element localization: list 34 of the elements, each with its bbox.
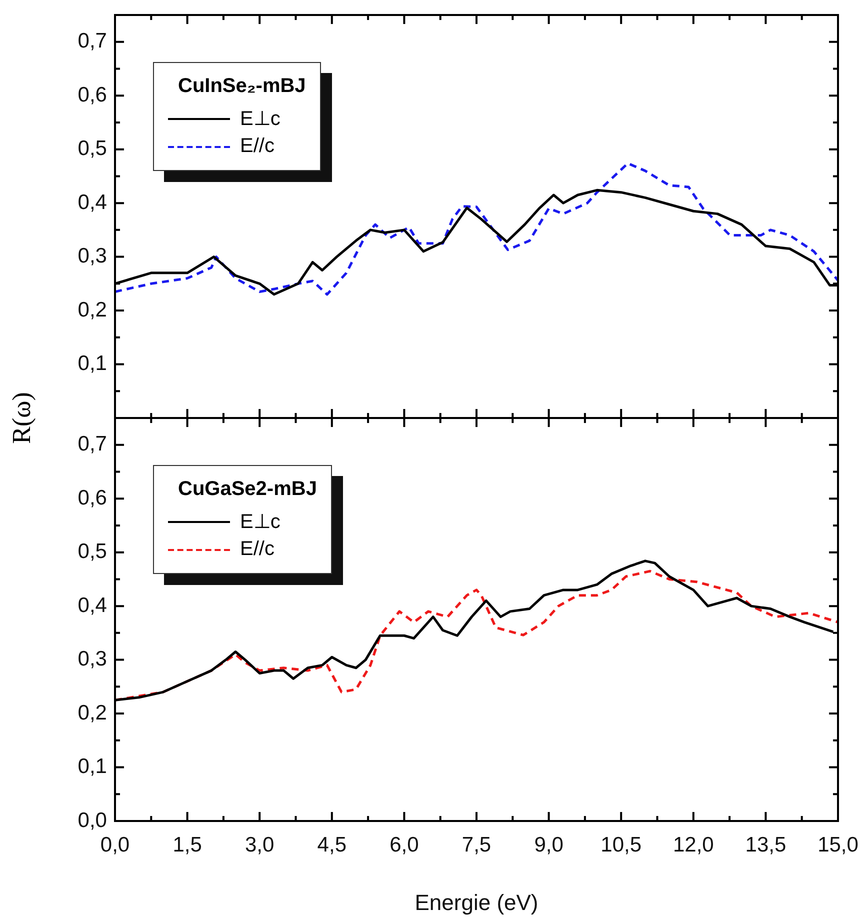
x-tick-label: 12,0 <box>672 833 714 856</box>
x-tick-label: 6,0 <box>390 833 419 856</box>
x-tick-label: 7,5 <box>462 833 492 856</box>
y-tick-label: 0,5 <box>78 137 107 160</box>
y-axis-title: R(ω) <box>6 392 37 444</box>
y-tick-label: 0,6 <box>78 486 107 510</box>
x-tick-label: 3,0 <box>245 833 274 856</box>
x-tick-label: 4,5 <box>317 833 346 856</box>
legend-label: E⊥c <box>240 107 280 131</box>
x-tick-label: 9,0 <box>534 833 564 856</box>
y-tick-label: 0,6 <box>78 83 107 106</box>
legend-title: CuInSe₂-mBJ <box>178 75 306 98</box>
x-tick-label: 13,5 <box>745 833 786 856</box>
y-tick-label: 0,1 <box>78 755 107 778</box>
y-tick-label: 0,3 <box>78 244 107 268</box>
y-tick-label: 0,2 <box>78 298 107 322</box>
legend-label: E⊥c <box>240 510 280 534</box>
y-tick-label: 0,0 <box>78 808 107 832</box>
legend-title: CuGaSe2-mBJ <box>178 478 317 501</box>
y-tick-label: 0,7 <box>78 30 107 53</box>
y-tick-label: 0,4 <box>78 594 108 617</box>
y-tick-label: 0,3 <box>78 648 107 671</box>
x-tick-label: 1,5 <box>172 833 202 856</box>
y-tick-label: 0,5 <box>78 540 107 564</box>
legend-label: E//c <box>240 135 274 158</box>
x-tick-label: 0,0 <box>100 833 130 856</box>
x-axis-title: Energie (eV) <box>414 890 538 915</box>
legend-label: E//c <box>240 538 274 561</box>
y-tick-label: 0,7 <box>78 432 107 456</box>
y-tick-label: 0,2 <box>78 701 107 724</box>
y-tick-label: 0,1 <box>78 352 107 376</box>
x-tick-label: 10,5 <box>600 833 642 856</box>
x-tick-label: 15,0 <box>818 833 858 856</box>
y-tick-label: 0,4 <box>78 190 108 214</box>
